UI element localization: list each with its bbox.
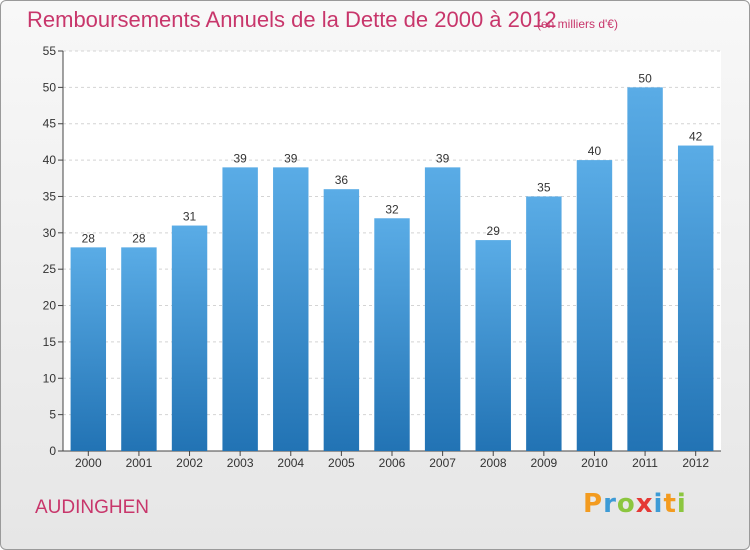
x-tick-label: 2001 <box>126 456 153 470</box>
y-tick-label: 35 <box>43 189 57 203</box>
logo-letter: o <box>616 489 636 519</box>
bar-2012 <box>677 145 714 451</box>
logo-letter: t <box>663 489 677 519</box>
y-tick-label: 25 <box>43 262 57 276</box>
y-tick-label: 45 <box>43 117 57 131</box>
x-tick-label: 2007 <box>429 456 456 470</box>
y-tick-label: 40 <box>43 153 57 167</box>
y-tick-label: 5 <box>49 408 56 422</box>
y-tick-label: 55 <box>43 44 57 58</box>
bar-2011 <box>627 87 663 451</box>
x-tick-label: 2000 <box>75 456 102 470</box>
bar-2007 <box>424 167 461 451</box>
bar-value-label: 28 <box>82 231 96 245</box>
bar-2009 <box>526 196 562 451</box>
logo-letter: i <box>653 489 664 519</box>
bar-value-label: 28 <box>132 231 146 245</box>
y-tick-label: 20 <box>43 299 57 313</box>
x-tick-label: 2006 <box>379 456 406 470</box>
chart-title: Remboursements Annuels de la Dette de 20… <box>27 7 557 32</box>
y-tick-label: 50 <box>43 80 57 94</box>
chart-subtitle: (en milliers d'€) <box>537 17 618 31</box>
logo-letter: r <box>603 489 617 519</box>
x-tick-label: 2012 <box>682 456 709 470</box>
y-tick-label: 15 <box>43 335 57 349</box>
y-tick-label: 0 <box>49 444 56 458</box>
bar-value-label: 29 <box>487 224 501 238</box>
y-tick-label: 30 <box>43 226 57 240</box>
bar-2003 <box>222 167 258 451</box>
x-tick-label: 2002 <box>176 456 203 470</box>
bar-2010 <box>576 160 613 451</box>
x-tick-label: 2005 <box>328 456 355 470</box>
bar-2005 <box>323 189 360 451</box>
proxiti-logo: Proxiti <box>583 489 687 519</box>
bar-value-label: 31 <box>183 210 197 224</box>
bar-2006 <box>374 218 410 451</box>
logo-letter: i <box>676 489 687 519</box>
y-tick-label: 10 <box>43 371 57 385</box>
bar-2001 <box>121 247 157 451</box>
logo-letter: P <box>583 489 604 519</box>
x-tick-label: 2011 <box>632 456 658 470</box>
bar-value-label: 50 <box>638 71 652 85</box>
bar-value-label: 40 <box>588 144 602 158</box>
x-tick-label: 2008 <box>480 456 507 470</box>
bar-value-label: 32 <box>385 202 399 216</box>
bar-2002 <box>171 225 208 451</box>
x-tick-label: 2009 <box>530 456 557 470</box>
bar-value-label: 35 <box>537 180 551 194</box>
bar-2008 <box>475 240 511 451</box>
bar-2004 <box>273 167 309 451</box>
x-tick-label: 2010 <box>581 456 608 470</box>
logo-letter: x <box>635 489 654 519</box>
bar-value-label: 39 <box>284 151 298 165</box>
bar-value-label: 42 <box>689 130 703 144</box>
x-tick-label: 2004 <box>277 456 304 470</box>
x-tick-label: 2003 <box>227 456 254 470</box>
bar-value-label: 39 <box>233 151 247 165</box>
bar-value-label: 39 <box>436 151 450 165</box>
place-name: AUDINGHEN <box>35 497 150 518</box>
bar-value-label: 36 <box>335 173 349 187</box>
bar-2000 <box>70 247 107 451</box>
